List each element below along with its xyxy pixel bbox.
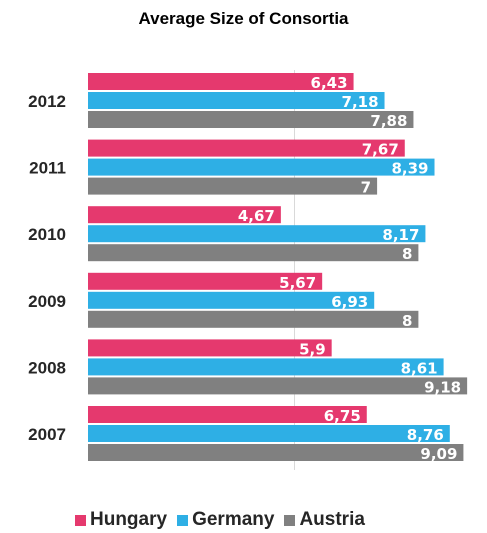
bar-austria-2007 (88, 444, 464, 461)
bar-germany-2010 (88, 225, 426, 243)
bar-hungary-2011 (88, 139, 405, 157)
bar-germany-2007 (88, 425, 450, 442)
data-label-germany-2009: 6,93 (331, 293, 368, 311)
data-label-germany-2012: 7,18 (342, 93, 379, 111)
legend-item-germany: Germany (177, 509, 274, 531)
bar-austria-2010 (88, 244, 419, 262)
data-label-hungary-2007: 6,75 (324, 407, 361, 425)
data-label-germany-2007: 8,76 (407, 426, 444, 444)
legend-label-germany: Germany (192, 509, 275, 530)
chart-title: Average Size of Consortia (138, 9, 349, 28)
data-label-austria-2009: 8 (402, 312, 412, 330)
data-label-hungary-2010: 4,67 (238, 207, 275, 225)
legend-swatch-hungary (75, 514, 86, 526)
data-label-hungary-2009: 5,67 (279, 274, 316, 292)
bar-germany-2012 (88, 92, 385, 109)
legend-swatch-germany (177, 514, 189, 526)
legend-item-hungary: Hungary (75, 509, 167, 531)
category-label-2007: 2007 (28, 425, 66, 444)
data-label-austria-2011: 7 (361, 179, 371, 197)
data-label-germany-2008: 8,61 (401, 359, 438, 377)
bar-hungary-2010 (88, 206, 281, 224)
data-label-hungary-2011: 7,67 (362, 141, 399, 159)
legend-label-hungary: Hungary (90, 509, 168, 530)
bar-hungary-2009 (88, 272, 323, 290)
category-label-2008: 2008 (28, 358, 66, 377)
legend: Hungary Germany Austria (75, 508, 365, 532)
bar-austria-2011 (88, 177, 378, 195)
bar-germany-2009 (88, 291, 375, 309)
data-label-germany-2010: 8,17 (382, 226, 419, 244)
data-label-hungary-2012: 6,43 (311, 74, 348, 92)
category-labels-group: 2012 2011 2010 2009 2008 2007 (28, 92, 66, 444)
bar-austria-2008 (88, 377, 468, 395)
data-label-austria-2012: 7,88 (370, 112, 407, 130)
category-label-2011: 2011 (29, 159, 66, 178)
bar-austria-2009 (88, 310, 419, 328)
bar-germany-2011 (88, 158, 435, 176)
data-label-austria-2008: 9,18 (424, 378, 461, 396)
bar-hungary-2012 (88, 73, 354, 90)
data-label-austria-2007: 9,09 (420, 445, 457, 463)
bars-group: 6,437,187,887,678,3974,678,1785,676,9385… (88, 73, 468, 463)
category-label-2010: 2010 (28, 225, 66, 244)
bar-hungary-2008 (88, 339, 332, 357)
legend-swatch-austria (284, 514, 296, 526)
category-label-2012: 2012 (28, 92, 66, 111)
legend-item-austria: Austria (284, 509, 365, 531)
bar-austria-2012 (88, 111, 414, 128)
bar-hungary-2007 (88, 406, 367, 423)
legend-label-austria: Austria (299, 509, 365, 530)
data-label-austria-2010: 8 (402, 245, 412, 263)
bar-chart-plot: 6,437,187,887,678,3974,678,1785,676,9385… (28, 70, 468, 470)
data-label-germany-2011: 8,39 (391, 160, 428, 178)
bar-germany-2008 (88, 358, 444, 376)
data-label-hungary-2008: 5,9 (299, 340, 326, 358)
category-label-2009: 2009 (28, 292, 66, 311)
